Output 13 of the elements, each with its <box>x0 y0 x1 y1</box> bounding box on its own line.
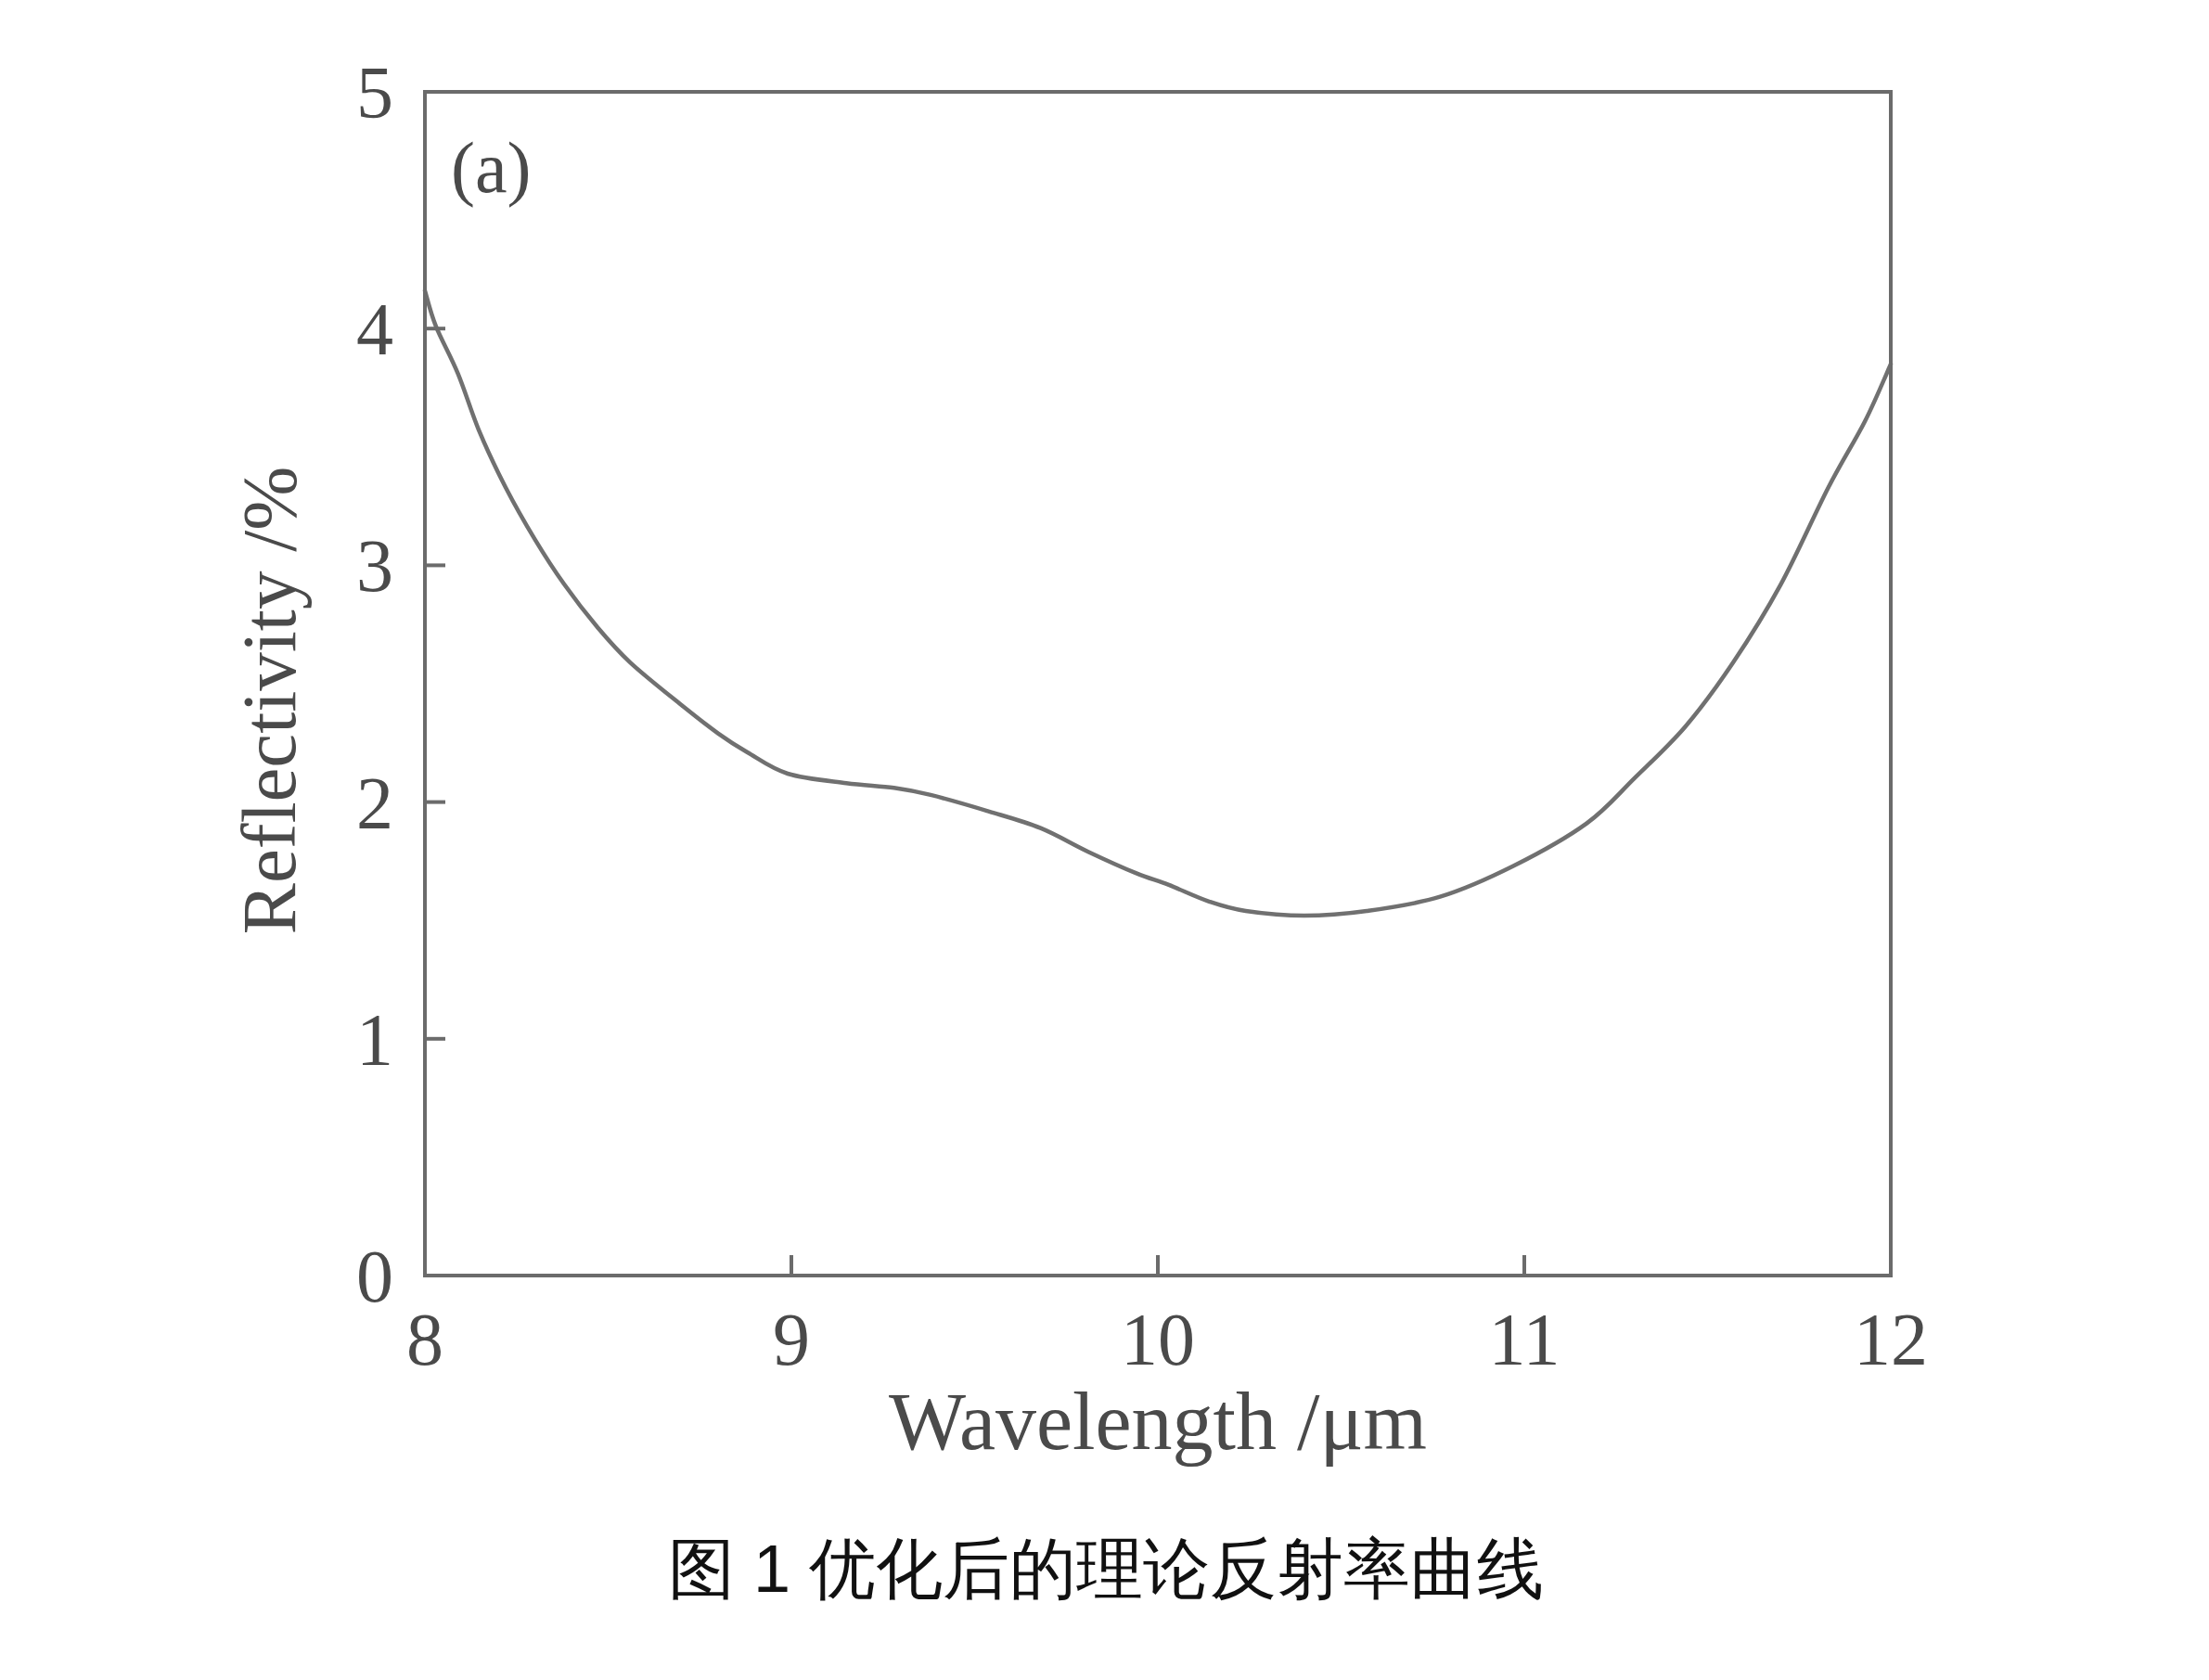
x-tick-label: 12 <box>1854 1299 1928 1380</box>
y-tick-label: 5 <box>356 52 393 134</box>
x-tick-label: 9 <box>773 1299 810 1380</box>
y-tick-label: 0 <box>356 1236 393 1317</box>
annotation: (a) <box>451 127 532 208</box>
y-tick-label: 4 <box>356 289 393 371</box>
y-tick-label: 2 <box>356 762 393 844</box>
caption: 图 1 优化后的理论反射率曲线 <box>667 1532 1545 1606</box>
y-tick-label: 1 <box>356 998 393 1081</box>
y-label: Reflectivity /% <box>226 466 312 935</box>
x-tick-label: 11 <box>1488 1299 1560 1380</box>
y-tick-label: 3 <box>356 525 393 608</box>
x-tick-label: 8 <box>406 1299 443 1380</box>
